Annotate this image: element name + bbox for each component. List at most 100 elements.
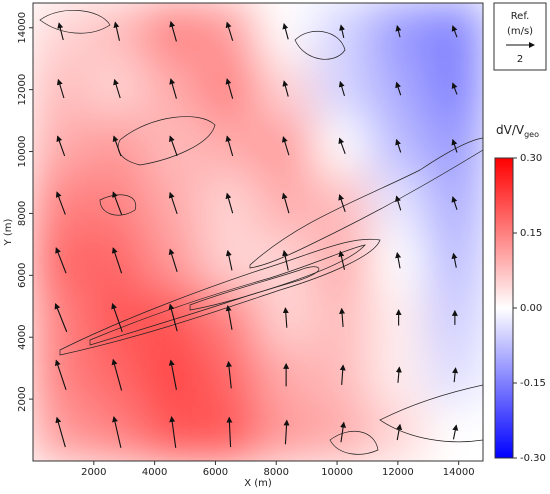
contour: [189, 266, 320, 311]
vector-arrow: [226, 360, 232, 389]
vector-arrow: [225, 21, 234, 41]
vector-arrow: [54, 359, 67, 390]
vector-arrow: [113, 78, 121, 99]
vector-arrow: [168, 135, 178, 157]
y-tick-label: 12000: [17, 74, 28, 106]
vector-arrow: [55, 416, 66, 448]
vector-arrow: [169, 20, 177, 42]
vector-arrow: [57, 22, 64, 41]
vector-arrow: [168, 303, 178, 332]
vector-arrow: [451, 82, 458, 95]
contour: [89, 244, 366, 346]
vector-arrow: [111, 247, 123, 274]
contour: [59, 238, 381, 356]
vector-arrow: [226, 416, 233, 448]
vector-arrow: [112, 415, 122, 448]
y-tick-label: 14000: [17, 12, 28, 44]
vector-arrow: [451, 25, 458, 38]
contour: [294, 31, 346, 60]
vector-arrow: [338, 250, 346, 270]
vector-arrow: [340, 421, 347, 443]
vector-arrow: [339, 24, 345, 39]
y-tick-label: 4000: [17, 324, 28, 349]
vector-arrow: [225, 78, 234, 99]
vector-arrow: [168, 248, 178, 272]
vector-arrow: [169, 415, 177, 448]
vector-arrow: [56, 78, 65, 99]
vector-arrow: [55, 247, 67, 274]
y-tick-label: 10000: [17, 136, 28, 168]
vector-arrow: [56, 135, 66, 157]
vector-arrow: [395, 195, 402, 211]
y-tick-label: 8000: [17, 201, 28, 226]
vector-arrow: [112, 191, 123, 215]
vector-arrow: [282, 249, 289, 271]
vector-arrow: [113, 21, 121, 41]
vector-arrow: [338, 194, 346, 212]
vector-arrow: [282, 80, 289, 97]
vector-arrow: [451, 252, 458, 268]
colorbar-tick-label: 0.00: [520, 303, 542, 314]
colorbar-tick-label: -0.15: [520, 378, 546, 389]
vector-arrow: [169, 78, 177, 99]
vector-arrow: [111, 302, 123, 333]
x-tick-label: 8000: [264, 467, 289, 478]
vector-arrow: [225, 304, 233, 330]
plot-frame: [32, 2, 484, 462]
x-tick-label: 12000: [382, 467, 414, 478]
x-tick-label: 6000: [203, 467, 228, 478]
field-cells: [33, 3, 483, 461]
colorbar-tick-label: 0.15: [520, 228, 542, 239]
colorbar-tick-label: 0.30: [520, 153, 542, 164]
vector-arrow: [451, 196, 458, 210]
vector-arrow: [395, 25, 402, 38]
x-tick-label: 14000: [443, 467, 475, 478]
vector-arrow: [168, 191, 178, 215]
vector-arrow: [111, 358, 123, 391]
vector-arrow: [281, 136, 290, 156]
vector-arrow: [339, 364, 346, 385]
contour: [379, 384, 483, 443]
vector-arrow: [395, 366, 402, 383]
vector-arrow: [395, 138, 402, 153]
reference-title: Ref.: [511, 11, 530, 22]
vector-arrow: [112, 135, 122, 157]
vector-arrow: [339, 307, 346, 328]
vector-arrow: [225, 135, 234, 157]
vector-arrow: [338, 137, 346, 155]
vector-arrow: [338, 80, 346, 97]
vector-arrow: [395, 81, 402, 96]
y-axis-label: Y (m): [3, 218, 14, 246]
vector-arrow: [396, 423, 403, 441]
x-axis-label: X (m): [244, 478, 272, 489]
vector-arrow: [225, 249, 233, 271]
colorbar: [494, 157, 514, 459]
contour: [117, 116, 216, 166]
vector-arrow: [54, 302, 68, 333]
vectors: [54, 20, 459, 448]
vector-arrow: [451, 138, 458, 153]
y-tick-label: 6000: [17, 263, 28, 288]
colorbar-label-sub: geo: [524, 130, 539, 139]
reference-unit: (m/s): [507, 26, 533, 37]
x-tick-label: 4000: [142, 467, 167, 478]
vector-arrow: [283, 419, 290, 445]
vector-arrow: [281, 192, 290, 214]
reference-box: [493, 2, 547, 71]
field: [33, 3, 483, 461]
vector-arrow: [395, 251, 402, 269]
vector-arrow: [452, 367, 459, 383]
colorbar-label-main: dV/V: [496, 123, 525, 137]
vector-arrow: [168, 359, 177, 390]
vector-arrow: [55, 191, 66, 215]
reference-value: 2: [517, 54, 523, 65]
vector-arrow: [452, 424, 459, 440]
vector-arrow: [282, 22, 289, 40]
vector-arrow: [282, 307, 289, 328]
vector-arrow: [225, 192, 234, 214]
colorbar-label: dV/Vgeo: [496, 123, 539, 139]
y-tick-label: 2000: [17, 386, 28, 411]
x-tick-label: 10000: [321, 467, 353, 478]
x-tick-label: 2000: [81, 467, 106, 478]
